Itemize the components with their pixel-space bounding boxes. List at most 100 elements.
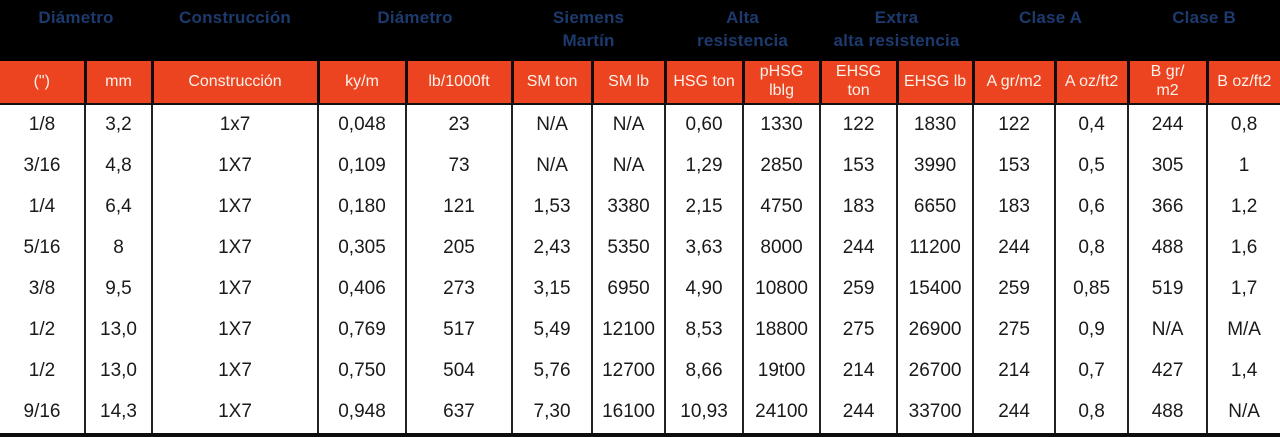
cell: 8,66	[664, 350, 744, 392]
cell: 488	[1127, 391, 1208, 437]
cell: 14,3	[83, 391, 153, 437]
cell: 0,406	[317, 268, 407, 310]
cell: 15400	[896, 268, 974, 310]
cell: 244	[1127, 103, 1208, 146]
cell: 23	[405, 103, 513, 146]
cell: 427	[1127, 350, 1208, 392]
cell: 3/8	[0, 268, 85, 310]
cell: 0,109	[317, 145, 407, 187]
cell: N/A	[511, 145, 593, 187]
cell: 5,49	[511, 309, 593, 351]
cell: 1/8	[0, 103, 85, 146]
cell: 0,8	[1054, 227, 1129, 269]
cell: 214	[972, 350, 1056, 392]
cell: 517	[405, 309, 513, 351]
cell: 1X7	[151, 350, 319, 392]
cell: 12700	[591, 350, 666, 392]
cell: 0,7	[1054, 350, 1129, 392]
cell: 7,30	[511, 391, 593, 437]
cell: 5350	[591, 227, 666, 269]
cell: 1,29	[664, 145, 744, 187]
cell: 121	[405, 186, 513, 228]
cell: 488	[1127, 227, 1208, 269]
cell: 1X7	[151, 186, 319, 228]
cell: 0,305	[317, 227, 407, 269]
cell: 3,63	[664, 227, 744, 269]
cell: 0,8	[1206, 103, 1280, 146]
cell: 244	[972, 391, 1056, 437]
cell: 0,4	[1054, 103, 1129, 146]
column-header-row: (") mm Construcción ky/m lb/1000ft SM ton SM l…	[0, 60, 1280, 105]
cell: 637	[405, 391, 513, 437]
cell: 9/16	[0, 391, 85, 437]
cell: 10,93	[664, 391, 744, 437]
table-row: 1/8 3,2 1x7 0,048 23 N/A N/A 0,60 1330 122 1830 122…	[0, 103, 1280, 146]
cell: 1X7	[151, 391, 319, 437]
cell: 244	[819, 391, 898, 437]
cell: 0,048	[317, 103, 407, 146]
group-header: Alta resistencia	[665, 0, 821, 61]
cell: 6,4	[83, 186, 153, 228]
cell: 0,8	[1054, 391, 1129, 437]
cell: 183	[972, 186, 1056, 228]
cell: 1,7	[1206, 268, 1280, 310]
cell: 16100	[591, 391, 666, 437]
column-header: A gr/m2	[971, 60, 1056, 105]
cell: 1330	[742, 103, 821, 146]
table-row: 5/16 8 1X7 0,305 205 2,43 5350 3,63 8000 244 11200…	[0, 227, 1280, 269]
cell: 2,43	[511, 227, 593, 269]
cell: 122	[972, 103, 1056, 146]
cell: 1,4	[1206, 350, 1280, 392]
table-row: 3/16 4,8 1X7 0,109 73 N/A N/A 1,29 2850 153 3990 15…	[0, 145, 1280, 187]
cell: 3380	[591, 186, 666, 228]
cell: 2850	[742, 145, 821, 187]
group-header: Extra alta resistencia	[820, 0, 974, 61]
group-header: Clase A	[973, 0, 1129, 61]
column-header: ky/m	[316, 60, 407, 105]
cell: 4,90	[664, 268, 744, 310]
cell: 275	[972, 309, 1056, 351]
cell: 1,6	[1206, 227, 1280, 269]
cell: 259	[819, 268, 898, 310]
column-header: pHSG lblg	[741, 60, 821, 105]
column-header: A oz/ft2	[1053, 60, 1129, 105]
cell: 0,769	[317, 309, 407, 351]
cell: 122	[819, 103, 898, 146]
cell: 0,9	[1054, 309, 1129, 351]
cell: 11200	[896, 227, 974, 269]
table-row: 3/8 9,5 1X7 0,406 273 3,15 6950 4,90 10800 259 154…	[0, 268, 1280, 310]
column-header: SM lb	[590, 60, 666, 105]
column-header: EHSG lb	[895, 60, 974, 105]
cell: 0,85	[1054, 268, 1129, 310]
cell: 1830	[896, 103, 974, 146]
cell: 0,5	[1054, 145, 1129, 187]
group-header: Diámetro	[318, 0, 513, 61]
cell: 8000	[742, 227, 821, 269]
cell: 0,750	[317, 350, 407, 392]
cell: 0,948	[317, 391, 407, 437]
cell: N/A	[591, 103, 666, 146]
cell: 1X7	[151, 309, 319, 351]
cell: 1	[1206, 145, 1280, 187]
column-header: lb/1000ft	[404, 60, 513, 105]
cell: M/A	[1206, 309, 1280, 351]
cell: 26900	[896, 309, 974, 351]
cell: 1X7	[151, 227, 319, 269]
cell: 8,53	[664, 309, 744, 351]
cell: 6650	[896, 186, 974, 228]
cell: 33700	[896, 391, 974, 437]
cell: 366	[1127, 186, 1208, 228]
cell: 13,0	[83, 350, 153, 392]
group-header-row: Diámetro Construcción Diámetro Siemens Mart…	[0, 0, 1280, 61]
cell: 9,5	[83, 268, 153, 310]
cell: 1X7	[151, 145, 319, 187]
cell: 259	[972, 268, 1056, 310]
column-header: HSG ton	[663, 60, 744, 105]
table-row: 1/4 6,4 1X7 0,180 121 1,53 3380 2,15 4750 183 6650…	[0, 186, 1280, 228]
cell: 273	[405, 268, 513, 310]
cell: 4750	[742, 186, 821, 228]
cell: N/A	[591, 145, 666, 187]
table-row: 1/2 13,0 1X7 0,750 504 5,76 12700 8,66 19t00 214 2…	[0, 350, 1280, 392]
cell: 0,60	[664, 103, 744, 146]
